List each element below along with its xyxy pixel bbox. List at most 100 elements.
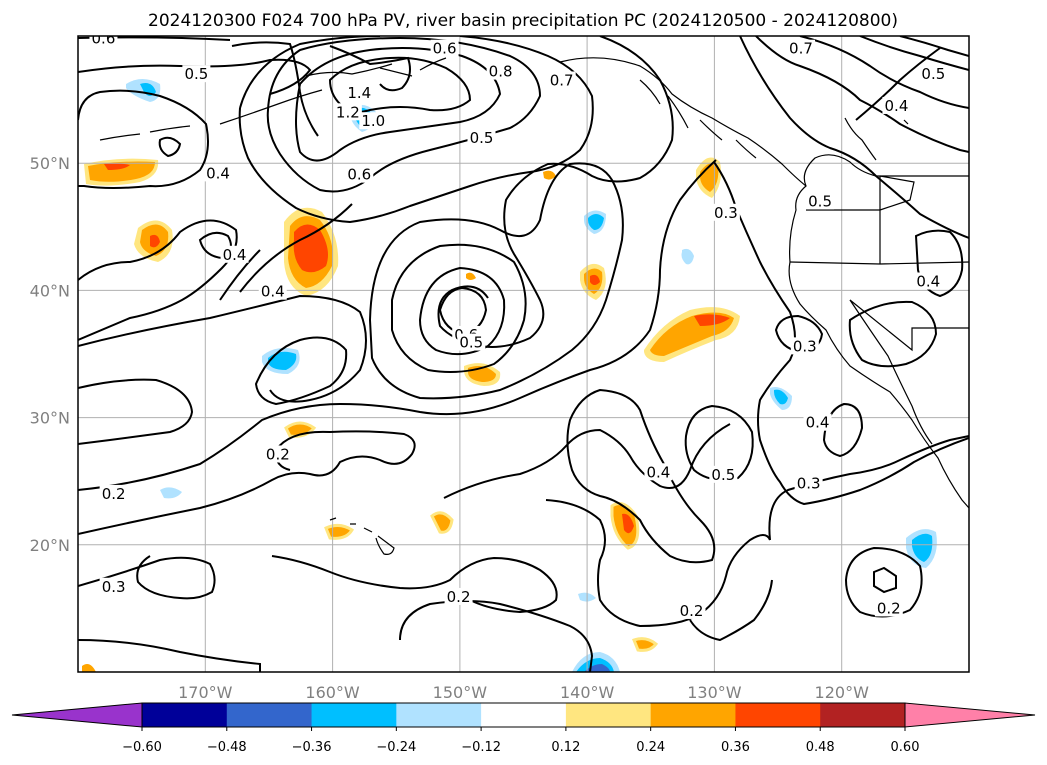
contour-label-bg [677, 601, 706, 619]
contour-label: 1.4 [347, 84, 371, 102]
contour-label-bg [919, 65, 948, 83]
contour-label: 0.2 [877, 599, 901, 617]
contour-label: 0.8 [489, 63, 513, 81]
x-tick-label: 150°W [433, 683, 488, 702]
contour-line [443, 423, 731, 499]
contour-label-bg [547, 71, 576, 89]
contour-label-bg [806, 192, 835, 210]
coastline-north-america [788, 154, 969, 509]
contour-line [437, 36, 674, 348]
contour-label-bg [882, 96, 911, 114]
contour-label-bg [204, 164, 233, 182]
precip-positive-blob [466, 272, 476, 280]
precip-shading [82, 79, 937, 672]
colorbar-tick-label: 0.48 [806, 740, 835, 755]
contour-label-bg [220, 245, 249, 263]
contour-label-bg [430, 39, 459, 57]
contour-line [78, 159, 717, 491]
contour-label: 0.3 [797, 475, 821, 493]
coastline-hawaii [329, 517, 395, 555]
coastline-inland [844, 117, 877, 161]
contour-line [859, 36, 969, 71]
colorbar-extend-max [904, 702, 1036, 728]
x-tick-label: 130°W [687, 683, 742, 702]
precip-negative-blob [681, 248, 694, 265]
contour-label: 1.0 [361, 112, 385, 130]
contour-label-bg [709, 465, 738, 483]
contour-line [799, 36, 969, 109]
precip-positive-blob [104, 163, 130, 170]
contour-label: 0.2 [680, 602, 704, 620]
contour-label-bg [182, 65, 211, 83]
colorbar-swatch [396, 703, 482, 727]
contour-label: 0.5 [921, 65, 945, 83]
contour-label-bg [345, 84, 374, 102]
colorbar-swatch [820, 703, 906, 727]
contour-line [266, 36, 542, 193]
colorbar-tick-label: −0.60 [122, 740, 162, 755]
colorbar-swatch [481, 703, 567, 727]
contour-line [78, 58, 312, 95]
contour-label: 0.6 [347, 166, 371, 184]
contour-label-bg [874, 599, 903, 617]
contour-line [713, 161, 969, 506]
contour-label-bg [333, 103, 362, 121]
precip-positive-blob [150, 234, 160, 248]
contour-label-bg [99, 484, 128, 502]
colorbar-swatch [311, 703, 397, 727]
precip-positive-blob [430, 511, 454, 534]
contour-label: 0.3 [102, 578, 126, 596]
colorbar-tick-label: −0.24 [376, 740, 416, 755]
contour-line [739, 36, 969, 239]
map-title: 2024120300 F024 700 hPa PV, river basin … [148, 11, 898, 31]
contour-label: 0.3 [714, 204, 738, 222]
x-tick-label: 120°W [815, 683, 870, 702]
contour-line [295, 47, 502, 162]
coastline-baja [849, 299, 933, 445]
colorbar-swatch [650, 703, 736, 727]
contour-label: 0.5 [184, 65, 208, 83]
coastline-aleutians-west [99, 125, 191, 141]
colorbar-swatch [565, 703, 652, 727]
precip-positive-blob [632, 637, 659, 652]
x-tick-label: 160°W [305, 683, 360, 702]
contour-label: 0.4 [806, 414, 830, 432]
x-tick-label: 140°W [560, 683, 615, 702]
y-tick-label: 30°N [30, 409, 70, 428]
contour-line [219, 203, 353, 301]
contour-line [78, 294, 367, 403]
precip-positive-blob [82, 664, 96, 672]
colorbar-tick-label: 0.24 [636, 740, 665, 755]
coastline-islands [639, 79, 757, 159]
contour-label-bg [263, 445, 292, 463]
x-tick-label: 170°W [178, 683, 233, 702]
contour-label-bg [345, 165, 374, 183]
contour-label: 0.7 [789, 40, 813, 58]
contour-label-bg [794, 474, 823, 492]
contour-label-bg [457, 333, 486, 351]
contour-line [78, 639, 261, 672]
colorbar-tick-label: 0.36 [721, 740, 750, 755]
y-tick-label: 40°N [30, 281, 70, 300]
contour-line [418, 266, 506, 356]
contour-label-bg [258, 282, 287, 300]
contour-line [873, 566, 897, 594]
precip-positive-blob [590, 274, 600, 285]
contour-label: 0.2 [447, 588, 471, 606]
contour-label-bg [786, 39, 815, 57]
map-frame [77, 35, 970, 673]
contour-label: 0.7 [550, 72, 574, 90]
contour-line [768, 435, 969, 541]
contour-line [231, 41, 319, 137]
state-borders [789, 175, 969, 352]
contour-line [545, 499, 771, 628]
contour-line [368, 162, 624, 400]
coastline-aleutians [219, 89, 323, 125]
contour-label: 0.3 [793, 337, 817, 355]
map-content: 0.6 0.5 1.41.2 1.0 0.8 0.7 0.7 0.6 0.5 0.6 0.4 0.3 0… [78, 36, 969, 672]
contour-label: 0.5 [808, 192, 832, 210]
contour-line [78, 378, 194, 445]
contour-line [855, 47, 941, 121]
contour-line [399, 600, 594, 672]
